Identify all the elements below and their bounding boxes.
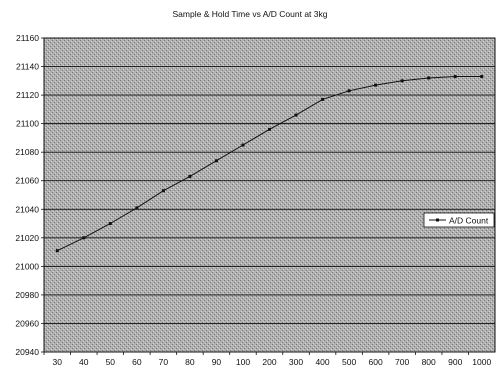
x-tick-label: 900 <box>448 357 462 367</box>
x-tick-label: 600 <box>369 357 383 367</box>
x-tick-label: 30 <box>53 357 63 367</box>
data-point <box>82 236 86 240</box>
plot-area <box>43 37 496 353</box>
data-point <box>161 189 165 193</box>
x-tick-label: 400 <box>315 357 329 367</box>
x-tick-label: 50 <box>106 357 116 367</box>
chart-title: Sample & Hold Time vs A/D Count at 3kg <box>173 9 328 19</box>
y-tick-label: 21160 <box>16 33 39 43</box>
data-point <box>268 127 271 131</box>
data-point <box>188 174 192 178</box>
x-tick-label: 90 <box>212 357 222 367</box>
x-tick-label: 40 <box>79 357 89 367</box>
data-point <box>241 143 245 147</box>
y-tick-label: 21140 <box>16 62 39 72</box>
x-tick-label: 100 <box>236 357 250 367</box>
x-tick-label: 300 <box>289 357 303 367</box>
y-tick-label: 21060 <box>15 176 39 186</box>
data-point <box>294 113 298 117</box>
y-tick-label: 21100 <box>16 119 39 129</box>
data-point <box>135 206 139 210</box>
legend-marker-swatch <box>436 218 439 222</box>
x-tick-label: 700 <box>395 357 409 367</box>
data-point <box>374 83 378 87</box>
legend: A/D Count <box>423 212 495 228</box>
y-tick-label: 21020 <box>15 233 39 243</box>
x-axis: 30 40 50 60 70 80 90 100 200 300 400 500 600 700 800 90… <box>43 352 491 367</box>
x-tick-label: 80 <box>185 357 195 367</box>
x-tick-label: 800 <box>422 357 436 367</box>
y-tick-label: 20960 <box>15 318 39 328</box>
y-tick-label: 20940 <box>15 347 39 357</box>
x-tick-label: 60 <box>132 357 142 367</box>
y-axis: 20940 20960 20980 21000 21020 21040 21060 21080… <box>15 33 44 357</box>
y-tick-label: 21080 <box>15 147 39 157</box>
data-point <box>400 79 404 83</box>
legend-box <box>423 212 495 228</box>
x-tick-label: 200 <box>262 357 276 367</box>
y-tick-label: 20980 <box>15 290 39 300</box>
data-point <box>321 97 325 101</box>
x-tick-label: 500 <box>342 357 356 367</box>
y-tick-label: 21120 <box>16 90 39 100</box>
data-point <box>108 222 112 226</box>
data-point <box>427 76 431 80</box>
data-point <box>214 159 218 163</box>
y-tick-label: 21040 <box>15 204 39 214</box>
data-point <box>55 249 59 253</box>
data-point <box>347 89 351 93</box>
x-tick-label: 1000 <box>472 357 491 367</box>
series-a-d-count <box>55 75 484 253</box>
gridlines <box>44 66 495 324</box>
y-tick-label: 21000 <box>15 261 39 271</box>
data-point <box>453 75 457 79</box>
data-point <box>480 75 484 79</box>
legend-label: A/D Count <box>449 216 489 226</box>
x-tick-label: 70 <box>159 357 169 367</box>
